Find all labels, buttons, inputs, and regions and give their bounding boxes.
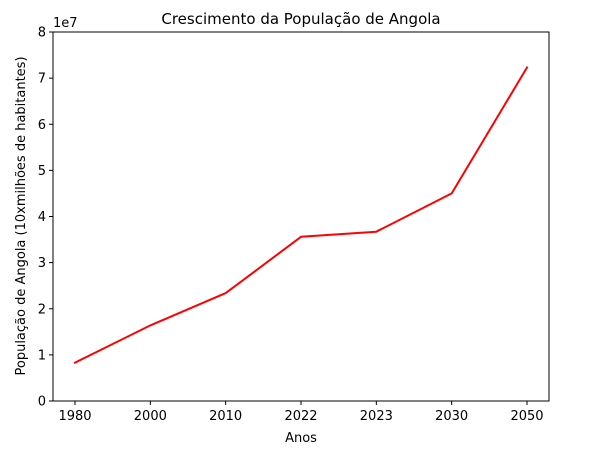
y-tick-label: 0 (38, 395, 46, 410)
y-tick-label: 2 (38, 302, 46, 317)
x-tick-label: 2023 (360, 409, 393, 424)
x-tick-label: 2030 (435, 409, 468, 424)
x-axis-label: Anos (285, 431, 317, 446)
y-axis-offset-label: 1e7 (53, 16, 78, 31)
plot-frame (52, 31, 550, 402)
x-tick-label: 1980 (58, 409, 91, 424)
y-axis-label: População de Angola (10xmilhões de habit… (14, 56, 29, 375)
y-tick-label: 8 (38, 26, 46, 41)
y-tick-label: 7 (38, 72, 46, 87)
x-tick-label: 2022 (284, 409, 317, 424)
y-tick-label: 4 (38, 210, 46, 225)
x-axis: 1980 2000 2010 2022 2023 2030 2050 (58, 401, 544, 424)
y-tick-label: 1 (38, 348, 46, 363)
y-tick-label: 6 (38, 118, 46, 133)
series-layer (73, 66, 529, 365)
y-tick-label: 5 (38, 164, 46, 179)
y-tick-label: 3 (38, 256, 46, 271)
x-tick-label: 2000 (134, 409, 167, 424)
x-tick-label: 2010 (209, 409, 242, 424)
y-axis: 0 1 2 3 4 5 6 7 8 (38, 26, 53, 410)
x-tick-label: 2050 (510, 409, 543, 424)
plot-area (53, 32, 549, 401)
chart-title: Crescimento da População de Angola (161, 10, 440, 28)
